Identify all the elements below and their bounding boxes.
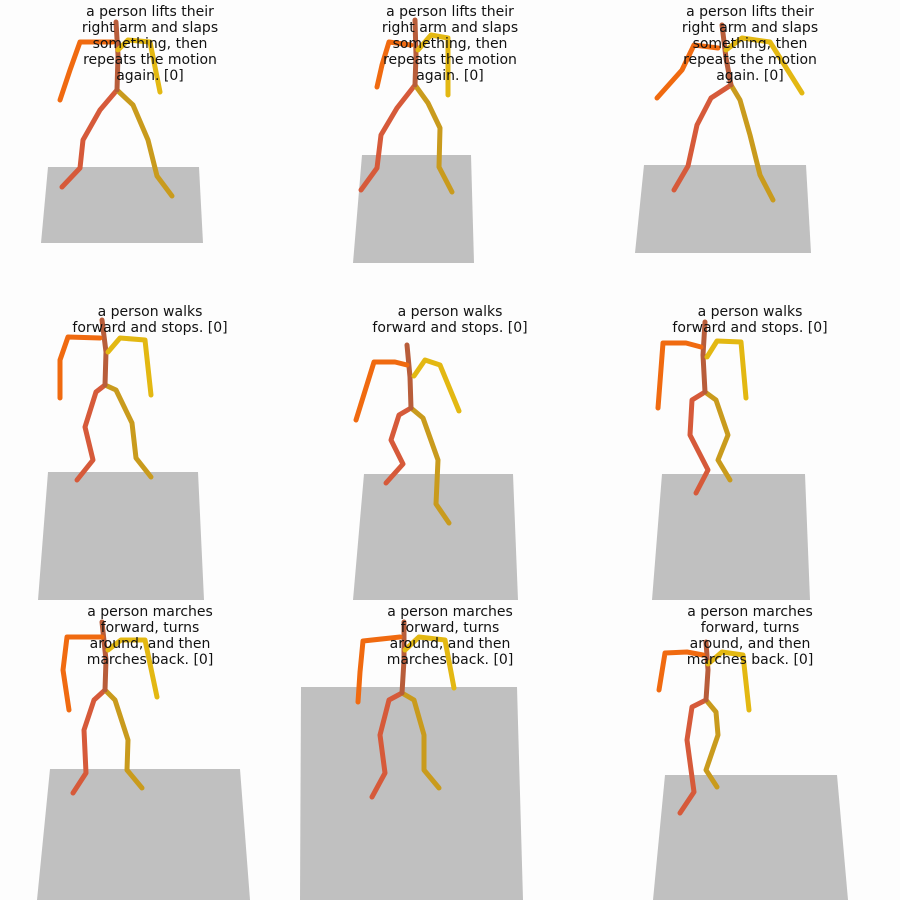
panel-caption: a person marches forward, turns around, … <box>686 604 814 668</box>
floor-plane <box>353 155 474 263</box>
skeleton-render <box>652 319 810 600</box>
floor-plane <box>37 769 250 900</box>
right-leg-bone <box>687 389 711 496</box>
right-leg-bone <box>74 382 108 483</box>
left-leg-bone <box>114 87 175 199</box>
left-arm-bone <box>704 338 749 401</box>
right-arm-bone <box>655 340 704 411</box>
right-leg-bone <box>59 87 120 190</box>
spine-bone <box>700 319 708 395</box>
floor-plane <box>653 775 848 900</box>
spine-bone <box>412 17 419 88</box>
floor-plane <box>635 165 811 253</box>
right-arm-bone <box>355 634 403 705</box>
skeleton-panel-6: a person walks forward and stops. [0] <box>600 300 900 600</box>
left-arm-bone <box>723 35 805 96</box>
skeleton-render <box>41 19 203 243</box>
panel-caption: a person walks forward and stops. [0] <box>72 304 228 336</box>
left-leg-bone <box>702 389 733 483</box>
spine-bone <box>99 619 109 693</box>
skeleton-panel-8: a person marches forward, turns around, … <box>300 600 600 900</box>
left-leg-bone <box>412 82 455 195</box>
skeleton-panel-1: a person lifts their right arm and slaps… <box>0 0 300 300</box>
panel-caption: a person lifts their right arm and slaps… <box>681 4 819 84</box>
skeleton-panel-2: a person lifts their right arm and slaps… <box>300 0 600 300</box>
left-arm-bone <box>411 357 462 414</box>
skeleton-render <box>37 619 250 900</box>
spine-bone <box>719 22 734 88</box>
skeleton-render <box>353 17 474 263</box>
spine-bone <box>113 19 121 93</box>
left-leg-bone <box>728 82 776 203</box>
left-arm-bone <box>105 637 160 700</box>
panel-caption: a person marches forward, turns around, … <box>86 604 214 668</box>
right-leg-bone <box>671 82 734 193</box>
floor-plane <box>38 472 204 600</box>
panel-caption: a person marches forward, turns around, … <box>386 604 514 668</box>
skeleton-panel-5: a person walks forward and stops. [0] <box>300 300 600 600</box>
left-leg-bone <box>408 405 452 526</box>
left-arm-bone <box>105 335 154 398</box>
panel-caption: a person walks forward and stops. [0] <box>372 304 528 336</box>
left-arm-bone <box>415 32 451 98</box>
right-leg-bone <box>369 690 405 800</box>
skeleton-render <box>300 619 523 900</box>
spine-bone <box>404 342 414 411</box>
skeleton-render <box>653 639 848 900</box>
skeleton-render <box>353 342 518 600</box>
left-leg-bone <box>102 382 154 480</box>
skeleton-render <box>635 22 811 253</box>
spine-bone <box>703 639 711 703</box>
left-leg-bone <box>102 687 145 791</box>
right-leg-bone <box>70 687 108 796</box>
panel-caption: a person lifts their right arm and slaps… <box>381 4 519 84</box>
spine-bone <box>399 619 407 696</box>
right-leg-bone <box>358 82 418 193</box>
right-arm-bone <box>656 649 706 693</box>
floor-plane <box>353 474 518 600</box>
panel-caption: a person lifts their right arm and slaps… <box>81 4 219 84</box>
floor-plane <box>652 474 810 600</box>
right-arm-bone <box>57 334 103 401</box>
skeleton-panel-4: a person walks forward and stops. [0] <box>0 300 300 600</box>
skeleton-panel-7: a person marches forward, turns around, … <box>0 600 300 900</box>
skeleton-panel-3: a person lifts their right arm and slaps… <box>600 0 900 300</box>
skeleton-render <box>38 317 204 600</box>
left-leg-bone <box>399 690 442 791</box>
skeleton-panel-9: a person marches forward, turns around, … <box>600 600 900 900</box>
right-arm-bone <box>60 634 105 713</box>
right-arm-bone <box>654 42 721 101</box>
floor-plane <box>41 167 203 243</box>
floor-plane <box>300 687 523 900</box>
left-arm-bone <box>115 37 163 95</box>
panel-caption: a person walks forward and stops. [0] <box>672 304 828 336</box>
right-arm-bone <box>353 359 410 423</box>
right-arm-bone <box>374 39 414 90</box>
right-leg-bone <box>383 405 414 486</box>
right-arm-bone <box>57 39 116 103</box>
left-arm-bone <box>402 634 457 691</box>
right-leg-bone <box>677 697 709 816</box>
left-arm-bone <box>705 649 752 713</box>
left-leg-bone <box>703 697 721 790</box>
